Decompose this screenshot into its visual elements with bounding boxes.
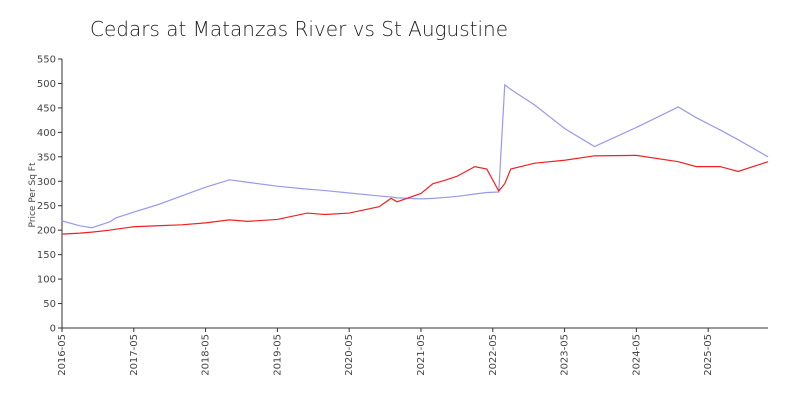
y-tick-label: 50	[43, 299, 56, 310]
y-tick-label: 200	[37, 226, 56, 237]
line-series	[61, 154, 769, 235]
x-tick-label: 2020-05	[344, 334, 355, 376]
x-tick-label: 2025-05	[703, 334, 714, 376]
y-tick-label: 100	[37, 275, 56, 286]
x-tick-label: 2019-05	[272, 334, 283, 376]
y-tick-label: 300	[37, 177, 56, 188]
y-tick-label: 450	[37, 103, 56, 114]
x-tick-label: 2024-05	[631, 334, 642, 376]
y-tick-label: 550	[37, 55, 56, 66]
x-tick-label: 2023-05	[560, 334, 571, 376]
y-tick-label: 250	[37, 201, 56, 212]
line-series	[61, 83, 769, 229]
x-tick-label: 2017-05	[129, 334, 140, 376]
y-tick-label: 500	[37, 79, 56, 90]
x-tick-label: 2016-05	[57, 334, 68, 376]
chart-title: Cedars at Matanzas River vs St Augustine	[90, 17, 508, 41]
y-tick-label: 350	[37, 152, 56, 163]
y-tick-label: 150	[37, 250, 56, 261]
y-tick-label: 400	[37, 128, 56, 139]
x-tick-label: 2022-05	[488, 334, 499, 376]
y-axis-label: Price Per Sq Ft	[28, 162, 38, 227]
x-tick-label: 2021-05	[416, 334, 427, 376]
y-tick-label: 0	[50, 324, 56, 335]
x-tick-label: 2018-05	[201, 334, 212, 376]
